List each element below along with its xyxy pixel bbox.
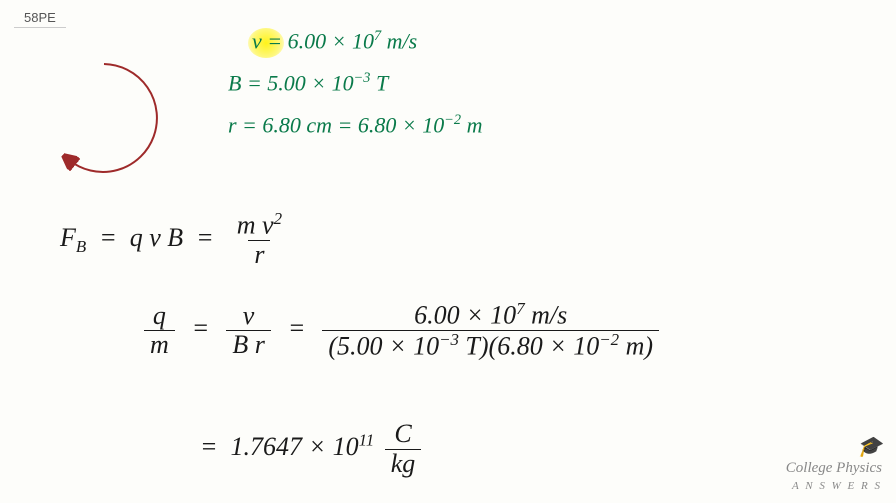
logo-line2: A N S W E R S	[792, 480, 882, 492]
site-logo: 🎓 College Physics A N S W E R S	[786, 436, 882, 493]
equation-qm-derivation: qm = vB r = 6.00 × 107 m/s(5.00 × 10−3 T…	[140, 300, 663, 362]
given-velocity: v = 6.00 × 107 m/s	[252, 28, 417, 54]
equation-force-balance: FB = q v B = m v2r	[60, 210, 292, 270]
circular-arrow-diagram	[34, 50, 174, 190]
given-bfield: B = 5.00 × 10−3 T	[228, 70, 388, 96]
given-radius: r = 6.80 cm = 6.80 × 10−2 m	[228, 112, 482, 138]
problem-number-label: 58PE	[14, 6, 66, 28]
logo-line1: College Physics	[786, 460, 882, 476]
gradcap-icon: 🎓	[786, 436, 882, 458]
equation-result: = 1.7647 × 1011 Ckg	[200, 420, 425, 478]
